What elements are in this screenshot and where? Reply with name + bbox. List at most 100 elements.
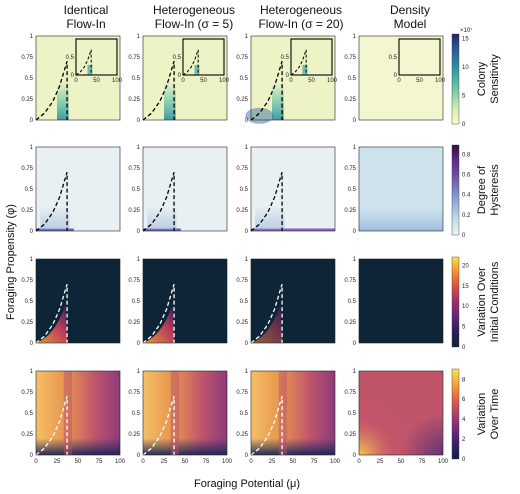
axes-frame [250,146,336,232]
colorbar-tick-label: 0.2 [462,213,471,219]
hysteresis-band [143,228,181,231]
inset-x-tick-label: 0 [74,78,78,84]
y-tick-label: 0.5 [25,411,34,417]
boundary-curve [142,284,175,344]
y-tick-label: 0.25 [236,432,248,438]
y-tick-label: 0.75 [21,55,33,61]
col-title-3-line1: Heterogeneous [260,3,342,17]
y-tick-label: 0.5 [132,187,141,193]
y-tick-label: 0.5 [132,299,141,305]
y-tick-label: 0 [353,341,357,347]
panel-r4-c3: 0 0.25 0.5 0.75 1 0 25 50 75 100 [236,369,340,465]
axes-frame [142,258,228,344]
y-tick-label: 0.5 [240,76,249,82]
x-tick-label: 75 [203,459,210,465]
inset-x-tick-label: 100 [327,78,338,84]
colorbar-tick-label: 10 [462,304,469,310]
inset-x-tick-label: 100 [112,78,123,84]
colorbar-gradient [451,256,460,348]
colorbar-tick-label: 4 [462,417,466,423]
inset-band [194,64,200,75]
hysteresis-band [36,228,74,231]
y-tick-label: 0 [30,118,34,124]
inset-x-tick-label: 0 [181,78,185,84]
y-tick-label: 1 [30,34,34,40]
inset-background [76,39,117,75]
inset-boundary-curve [290,49,307,76]
colorbar-tick-label: 15 [462,36,469,42]
y-tick-label: 0.25 [344,320,356,326]
y-tick-label: 0.75 [21,166,33,172]
y-tick-label: 0.5 [25,76,34,82]
inset-frame [182,38,225,76]
boundary-curve [250,172,283,232]
colorbar-tick-label: 20 [462,263,469,269]
y-tick-label: 0.25 [128,432,140,438]
colorbar-tick-label: 5 [462,325,466,331]
y-tick-label: 0.25 [21,432,33,438]
x-tick-label: 100 [438,459,449,465]
sensitivity-band [57,82,69,120]
inset-background [399,39,440,75]
boundary-curve [35,284,68,344]
variation-region [251,305,283,343]
colorbar-tick-label: 15 [462,284,469,290]
y-axis-label: Foraging Propensity (φ) [5,204,17,320]
y-tick-label: 1 [137,369,141,375]
heatmap-background [36,259,120,343]
panel-r4-c1: 0 0.25 0.5 0.75 1 0 25 50 75 100 [21,369,125,465]
y-tick-label: 1 [353,257,357,263]
colorbar-gradient [451,144,460,236]
inset-boundary-curve [75,49,92,76]
panel-r1-c3: 0 0.25 0.5 0.75 1 0 0.5 0 50 100 [236,34,337,124]
inset-x-tick-label: 50 [416,78,423,84]
y-tick-label: 0 [137,453,141,459]
axes-frame [142,35,228,121]
x-tick-label: 50 [398,459,405,465]
boundary-curve [250,284,283,344]
column-titles: Identical Flow-In Heterogeneous Flow-In … [64,3,430,31]
variation-low-band [143,438,227,455]
boundary-curve [142,61,175,121]
y-tick-label: 0.25 [128,97,140,103]
col-title-2-line1: Heterogeneous [153,3,235,17]
y-tick-label: 0.5 [240,299,249,305]
y-tick-label: 1 [137,257,141,263]
variation-region [36,305,68,343]
sensitivity-band [164,82,176,120]
y-tick-label: 1 [353,145,357,151]
x-tick-label: 75 [419,459,426,465]
y-tick-label: 0 [245,341,249,347]
y-tick-label: 0 [353,118,357,124]
hysteresis-glow [147,205,177,230]
y-tick-label: 0.25 [344,208,356,214]
sensitivity-band [272,82,284,120]
axes-frame [35,370,121,456]
y-tick-label: 0.75 [128,55,140,61]
colorbar-tick-label: 0.4 [462,193,471,199]
inset-y-tick-label: 0 [394,73,398,79]
x-tick-label: 100 [222,459,233,465]
inset-background [183,39,224,75]
x-tick-label: 25 [54,459,61,465]
colorbar-label-line: Colony [476,61,488,96]
hysteresis-glow [359,205,443,231]
inset-frame [398,38,441,76]
y-tick-label: 0.25 [236,97,248,103]
boundary-curve [250,61,283,121]
inset-background [291,39,332,75]
colorbar-tick-label: 6 [462,397,466,403]
hysteresis-band [251,228,335,231]
x-tick-label: 25 [377,459,384,465]
y-tick-label: 0.75 [236,166,248,172]
y-tick-label: 0.25 [21,320,33,326]
axes-frame [358,146,444,232]
axes-frame [35,258,121,344]
heatmap-background [251,259,335,343]
y-tick-label: 1 [30,257,34,263]
panel-r2-c4: 0 0.25 0.5 0.75 1 [344,145,444,235]
colorbar-gradient [451,368,460,460]
colorbar-tick-label: 0 [462,457,466,463]
y-tick-label: 1 [245,145,249,151]
axes-frame [250,370,336,456]
